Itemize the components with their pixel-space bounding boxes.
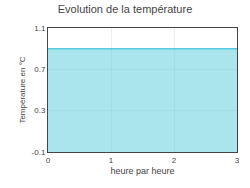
svg-text:2: 2 xyxy=(172,156,177,165)
svg-text:Evolution de la température: Evolution de la température xyxy=(58,3,193,15)
svg-text:0.7: 0.7 xyxy=(34,65,46,74)
svg-text:3: 3 xyxy=(235,156,240,165)
svg-text:1.1: 1.1 xyxy=(34,24,46,33)
svg-text:0: 0 xyxy=(46,156,51,165)
svg-text:Température en °C: Température en °C xyxy=(18,56,27,123)
svg-text:-0.1: -0.1 xyxy=(32,148,46,157)
svg-text:heure par heure: heure par heure xyxy=(110,166,174,176)
svg-text:1: 1 xyxy=(109,156,114,165)
svg-text:0.3: 0.3 xyxy=(34,106,46,115)
